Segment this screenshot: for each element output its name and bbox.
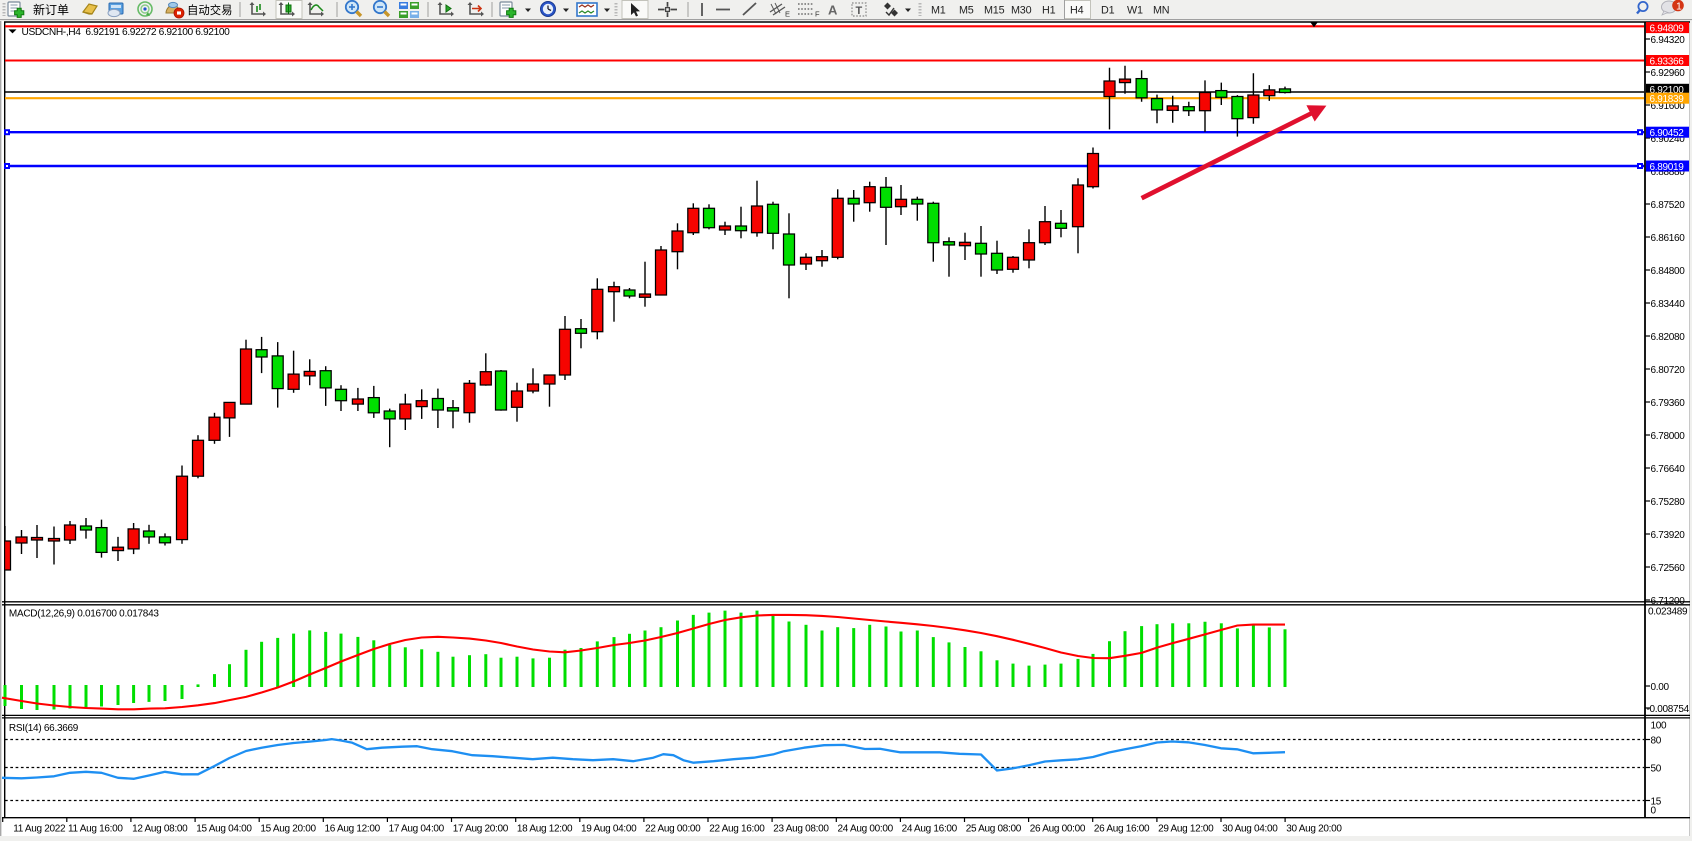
svg-text:29 Aug 12:00: 29 Aug 12:00	[1158, 823, 1214, 834]
svg-text:6.73920: 6.73920	[1651, 530, 1686, 541]
svg-text:18 Aug 12:00: 18 Aug 12:00	[517, 823, 573, 834]
svg-text:M30: M30	[1011, 4, 1032, 16]
svg-text:6.92100: 6.92100	[1650, 85, 1685, 96]
svg-text:T: T	[856, 5, 863, 17]
svg-text:6.89019: 6.89019	[1650, 162, 1685, 173]
svg-text:6.76640: 6.76640	[1651, 464, 1686, 475]
svg-text:H1: H1	[1042, 4, 1056, 16]
svg-text:MACD(12,26,9) 0.016700 0.01784: MACD(12,26,9) 0.016700 0.017843	[9, 609, 159, 620]
svg-text:M5: M5	[959, 4, 974, 16]
svg-text:新订单: 新订单	[33, 2, 69, 17]
svg-text:26 Aug 16:00: 26 Aug 16:00	[1094, 823, 1150, 834]
svg-text:MN: MN	[1153, 4, 1169, 16]
svg-text:24 Aug 00:00: 24 Aug 00:00	[838, 823, 894, 834]
svg-text:1: 1	[1676, 1, 1682, 13]
svg-text:6.80720: 6.80720	[1651, 365, 1686, 376]
svg-text:22 Aug 00:00: 22 Aug 00:00	[645, 823, 701, 834]
svg-text:15: 15	[1651, 797, 1662, 808]
svg-text:USDCNH-,H4 6.92191 6.92272 6.: USDCNH-,H4 6.92191 6.92272 6.92100 6.921…	[22, 27, 231, 38]
svg-text:80: 80	[1651, 736, 1662, 747]
svg-text:6.72560: 6.72560	[1651, 563, 1686, 574]
svg-text:自动交易: 自动交易	[187, 3, 233, 17]
svg-text:16 Aug 12:00: 16 Aug 12:00	[325, 823, 381, 834]
svg-text:6.84800: 6.84800	[1651, 266, 1686, 277]
svg-text:30 Aug 20:00: 30 Aug 20:00	[1286, 823, 1342, 834]
svg-text:50: 50	[1651, 764, 1662, 775]
svg-text:24 Aug 16:00: 24 Aug 16:00	[902, 823, 958, 834]
svg-text:15 Aug 20:00: 15 Aug 20:00	[260, 823, 316, 834]
svg-text:6.90452: 6.90452	[1650, 128, 1685, 139]
svg-text:6.82080: 6.82080	[1651, 332, 1686, 343]
svg-text:D1: D1	[1101, 4, 1115, 16]
svg-text:0: 0	[1651, 806, 1657, 817]
svg-text:19 Aug 04:00: 19 Aug 04:00	[581, 823, 637, 834]
svg-text:-0.008754: -0.008754	[1647, 704, 1690, 715]
svg-text:11 Aug 2022: 11 Aug 2022	[13, 823, 66, 834]
svg-text:6.91839: 6.91839	[1650, 94, 1685, 105]
svg-text:6.93366: 6.93366	[1650, 56, 1685, 67]
svg-text:17 Aug 20:00: 17 Aug 20:00	[453, 823, 509, 834]
svg-text:11 Aug 16:00: 11 Aug 16:00	[68, 823, 123, 834]
svg-text:6.83440: 6.83440	[1651, 299, 1686, 310]
svg-text:12 Aug 08:00: 12 Aug 08:00	[132, 823, 188, 834]
svg-text:6.94320: 6.94320	[1651, 35, 1686, 46]
svg-text:23 Aug 08:00: 23 Aug 08:00	[773, 823, 829, 834]
svg-text:6.71200: 6.71200	[1651, 596, 1686, 607]
svg-text:A: A	[828, 3, 838, 18]
svg-text:22 Aug 16:00: 22 Aug 16:00	[709, 823, 765, 834]
svg-text:6.75280: 6.75280	[1651, 497, 1686, 508]
svg-text:6.86160: 6.86160	[1651, 233, 1686, 244]
svg-text:0.00: 0.00	[1651, 682, 1670, 693]
svg-text:15 Aug 04:00: 15 Aug 04:00	[196, 823, 252, 834]
svg-text:6.79360: 6.79360	[1651, 398, 1686, 409]
svg-text:6.94809: 6.94809	[1650, 24, 1685, 35]
svg-text:6.87520: 6.87520	[1651, 200, 1686, 211]
svg-text:M1: M1	[931, 4, 946, 16]
svg-text:6.78000: 6.78000	[1651, 431, 1686, 442]
svg-text:25 Aug 08:00: 25 Aug 08:00	[966, 823, 1022, 834]
svg-text:M15: M15	[984, 4, 1005, 16]
svg-text:30 Aug 04:00: 30 Aug 04:00	[1222, 823, 1278, 834]
svg-text:E: E	[785, 10, 790, 19]
svg-text:F: F	[815, 10, 820, 19]
svg-text:0.023489: 0.023489	[1648, 607, 1688, 618]
svg-text:6.91600: 6.91600	[1651, 101, 1686, 112]
svg-text:6.88880: 6.88880	[1651, 167, 1686, 178]
svg-text:6.90240: 6.90240	[1651, 134, 1686, 145]
svg-text:100: 100	[1651, 721, 1668, 732]
svg-text:H4: H4	[1070, 4, 1084, 16]
svg-text:W1: W1	[1127, 4, 1143, 16]
svg-text:RSI(14) 66.3669: RSI(14) 66.3669	[9, 723, 79, 734]
svg-text:17 Aug 04:00: 17 Aug 04:00	[389, 823, 445, 834]
svg-text:6.92960: 6.92960	[1651, 68, 1686, 79]
svg-text:26 Aug 00:00: 26 Aug 00:00	[1030, 823, 1086, 834]
